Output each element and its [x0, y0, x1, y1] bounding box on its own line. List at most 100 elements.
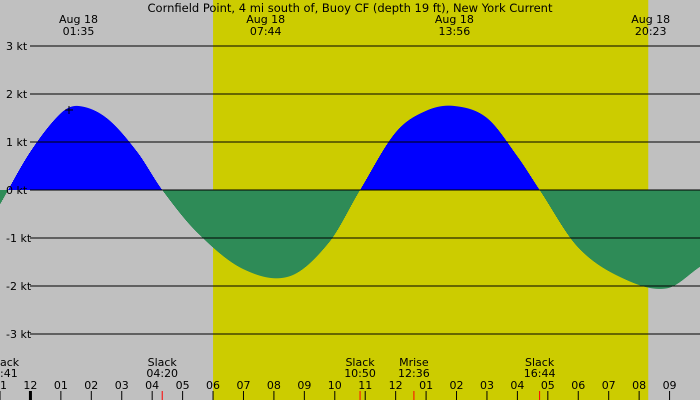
flood-current-bar: [460, 106, 462, 190]
ebb-current-bar: [223, 190, 225, 257]
flood-current-bar: [512, 149, 514, 190]
ebb-current-bar: [217, 190, 219, 252]
ebb-current-bar: [224, 190, 226, 258]
flood-current-bar: [21, 166, 23, 190]
flood-current-bar: [399, 128, 401, 190]
flood-current-bar: [115, 126, 117, 190]
ebb-current-bar: [697, 190, 699, 269]
flood-current-bar: [51, 123, 53, 190]
flood-current-bar: [86, 107, 88, 190]
ebb-current-bar: [689, 190, 691, 275]
flood-current-bar: [461, 107, 463, 190]
ebb-current-bar: [596, 190, 598, 264]
ebb-current-bar: [291, 190, 293, 276]
ebb-current-bar: [557, 190, 559, 219]
flood-current-bar: [84, 107, 86, 190]
flood-current-bar: [383, 149, 385, 190]
ebb-current-bar: [290, 190, 292, 276]
flood-current-bar: [33, 147, 35, 190]
ebb-current-bar: [346, 190, 348, 215]
ebb-current-bar: [191, 190, 193, 227]
top-event-time: 13:56: [439, 25, 471, 38]
ebb-current-bar: [669, 190, 671, 288]
flood-current-bar: [156, 181, 158, 190]
flood-current-bar: [24, 160, 26, 190]
ebb-current-bar: [343, 190, 345, 220]
flood-current-bar: [154, 178, 156, 190]
ebb-current-bar: [698, 190, 700, 268]
ebb-current-bar: [564, 190, 566, 230]
ebb-current-bar: [284, 190, 286, 278]
flood-current-bar: [113, 124, 115, 190]
x-tick-label: 03: [480, 379, 494, 392]
ebb-current-bar: [163, 190, 165, 192]
ebb-current-bar: [279, 190, 281, 279]
ebb-current-bar: [625, 190, 627, 280]
ebb-current-bar: [209, 190, 211, 245]
ebb-current-bar: [165, 190, 167, 195]
bottom-event-label: Mrise: [399, 356, 429, 369]
flood-current-bar: [61, 112, 63, 190]
flood-current-bar: [497, 128, 499, 190]
flood-current-bar: [503, 136, 505, 190]
ebb-current-bar: [287, 190, 289, 277]
bottom-event-label: Slack: [345, 356, 375, 369]
ebb-current-bar: [256, 190, 258, 275]
ebb-current-bar: [602, 190, 604, 268]
flood-current-bar: [454, 106, 456, 190]
ebb-current-bar: [354, 190, 356, 200]
ebb-current-bar: [180, 190, 182, 214]
flood-current-bar: [415, 115, 417, 190]
flood-current-bar: [364, 182, 366, 190]
flood-current-bar: [75, 105, 77, 190]
flood-current-bar: [79, 106, 81, 190]
flood-current-bar: [535, 183, 537, 190]
ebb-current-bar: [2, 190, 4, 201]
flood-current-bar: [139, 155, 141, 190]
flood-current-bar: [37, 141, 39, 190]
ebb-current-bar: [587, 190, 589, 257]
flood-current-bar: [408, 120, 410, 190]
ebb-current-bar: [626, 190, 628, 280]
ebb-current-bar: [192, 190, 194, 228]
flood-current-bar: [126, 138, 128, 190]
ebb-current-bar: [551, 190, 553, 209]
flood-current-bar: [493, 124, 495, 190]
ebb-current-bar: [348, 190, 350, 211]
flood-current-bar: [419, 113, 421, 190]
flood-current-bar: [147, 167, 149, 190]
ebb-current-bar: [690, 190, 692, 274]
ebb-current-bar: [550, 190, 552, 208]
flood-current-bar: [393, 135, 395, 190]
flood-current-bar: [27, 156, 29, 190]
flood-current-bar: [8, 189, 10, 190]
ebb-current-bar: [248, 190, 250, 272]
flood-current-bar: [10, 185, 12, 190]
flood-current-bar: [481, 114, 483, 190]
y-tick-label: -2 kt: [6, 280, 32, 293]
ebb-current-bar: [184, 190, 186, 219]
ebb-current-bar: [173, 190, 175, 205]
ebb-current-bar: [559, 190, 561, 222]
ebb-current-bar: [260, 190, 262, 276]
flood-current-bar: [11, 183, 13, 190]
flood-current-bar: [367, 177, 369, 190]
ebb-current-bar: [266, 190, 268, 278]
ebb-current-bar: [227, 190, 229, 260]
flood-current-bar: [374, 164, 376, 190]
flood-current-bar: [62, 111, 64, 190]
ebb-current-bar: [314, 190, 316, 259]
flood-current-bar: [437, 106, 439, 190]
ebb-current-bar: [274, 190, 276, 279]
ebb-current-bar: [349, 190, 351, 209]
flood-current-bar: [499, 131, 501, 190]
flood-current-bar: [57, 116, 59, 190]
ebb-current-bar: [647, 190, 649, 288]
flood-current-bar: [538, 188, 540, 190]
flood-current-bar: [95, 110, 97, 190]
ebb-current-bar: [196, 190, 198, 232]
flood-current-bar: [135, 149, 137, 190]
flood-current-bar: [378, 158, 380, 190]
flood-current-bar: [490, 121, 492, 190]
